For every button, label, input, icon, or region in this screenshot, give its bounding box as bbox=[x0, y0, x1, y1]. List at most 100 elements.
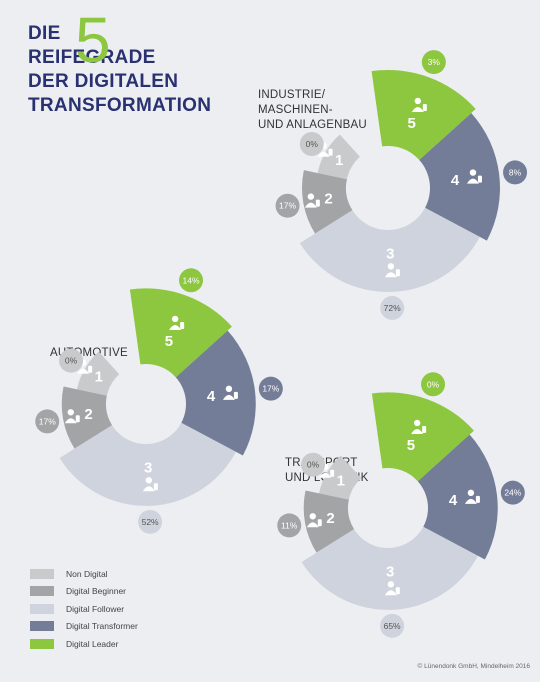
value-label-digital-leader: 0% bbox=[427, 379, 440, 389]
chart-1: 1 0% 2 17% 3 72% 4 8% 5 3% bbox=[275, 50, 528, 320]
value-bubble-digital-follower bbox=[380, 613, 405, 638]
value-bubble-non-digital bbox=[301, 452, 326, 477]
value-label-digital-follower: 65% bbox=[384, 621, 401, 631]
title-big-number: 5 bbox=[75, 4, 111, 76]
copyright: © Lünendonk GmbH, Mindelheim 2016 bbox=[417, 663, 530, 670]
legend: Non Digital Digital Beginner Digital Fol… bbox=[30, 565, 138, 653]
sector-label-line: UND ANLAGENBAU bbox=[258, 119, 367, 131]
legend-label: Digital Follower bbox=[66, 603, 125, 614]
person-icon bbox=[304, 193, 320, 208]
value-label-non-digital: 0% bbox=[307, 460, 320, 470]
value-label-digital-transformer: 17% bbox=[262, 384, 279, 394]
legend-label: Digital Leader bbox=[66, 638, 119, 649]
segment-digital-follower bbox=[299, 207, 480, 292]
level-number-1: 1 bbox=[335, 152, 343, 169]
value-bubble-digital-beginner bbox=[35, 409, 60, 434]
value-label-digital-beginner: 17% bbox=[39, 416, 56, 426]
value-bubble-non-digital bbox=[59, 348, 84, 373]
person-icon bbox=[64, 409, 80, 424]
person-icon bbox=[142, 477, 158, 492]
value-bubble-digital-transformer bbox=[258, 376, 283, 401]
level-number-5: 5 bbox=[407, 437, 415, 454]
person-icon bbox=[222, 385, 238, 400]
level-number-4: 4 bbox=[449, 492, 458, 509]
legend-swatch bbox=[30, 568, 54, 579]
sector-label-industrie: INDUSTRIE/ MASCHINEN- UND ANLAGENBAU bbox=[258, 88, 367, 133]
value-bubble-digital-beginner bbox=[275, 193, 300, 218]
value-bubble-digital-leader bbox=[179, 268, 204, 293]
legend-swatch bbox=[30, 621, 54, 632]
segment-digital-beginner bbox=[303, 490, 355, 553]
value-bubble-digital-follower bbox=[138, 509, 163, 534]
legend-item-digital-beginner: Digital Beginner bbox=[30, 583, 138, 601]
value-bubble-digital-leader bbox=[421, 372, 446, 397]
value-label-digital-follower: 72% bbox=[384, 303, 401, 313]
segment-digital-transformer bbox=[417, 434, 498, 560]
level-number-2: 2 bbox=[324, 190, 332, 207]
level-number-3: 3 bbox=[386, 245, 394, 262]
title-line-1: DIE bbox=[28, 23, 61, 44]
segment-digital-leader bbox=[371, 70, 476, 160]
legend-item-digital-leader: Digital Leader bbox=[30, 635, 138, 653]
sector-label-line: MASCHINEN- bbox=[258, 104, 333, 116]
value-label-digital-beginner: 17% bbox=[279, 201, 296, 211]
legend-swatch bbox=[30, 586, 54, 597]
sector-label-line: INDUSTRIE/ bbox=[258, 89, 326, 101]
person-icon bbox=[384, 263, 400, 278]
value-label-digital-beginner: 11% bbox=[281, 520, 298, 530]
legend-label: Digital Beginner bbox=[66, 586, 127, 597]
legend-item-non-digital: Non Digital bbox=[30, 565, 138, 583]
legend-swatch bbox=[30, 638, 54, 649]
level-number-5: 5 bbox=[408, 115, 416, 132]
person-icon bbox=[466, 169, 482, 184]
person-icon bbox=[464, 489, 480, 504]
title-line-3: DER DIGITALEN bbox=[28, 71, 179, 92]
level-number-2: 2 bbox=[84, 406, 92, 423]
value-label-digital-follower: 52% bbox=[142, 517, 159, 527]
segment-digital-beginner bbox=[61, 386, 113, 449]
segment-digital-transformer bbox=[175, 330, 256, 456]
level-number-2: 2 bbox=[326, 510, 334, 527]
value-bubble-digital-beginner bbox=[277, 513, 302, 538]
level-number-3: 3 bbox=[386, 563, 394, 580]
value-label-non-digital: 0% bbox=[65, 356, 78, 366]
level-number-3: 3 bbox=[144, 459, 152, 476]
segment-digital-leader bbox=[129, 288, 232, 378]
page-title: DIE 5 REIFEGRADE DER DIGITALEN TRANSFORM… bbox=[28, 8, 212, 118]
value-label-non-digital: 0% bbox=[306, 139, 319, 149]
level-number-1: 1 bbox=[337, 473, 345, 490]
legend-label: Digital Transformer bbox=[66, 621, 138, 632]
chart-2: 1 0% 2 17% 3 52% 4 17% 5 14% bbox=[35, 268, 283, 534]
segment-non-digital bbox=[76, 351, 120, 396]
person-icon bbox=[169, 315, 185, 330]
value-bubble-digital-transformer bbox=[500, 480, 525, 505]
legend-item-digital-transformer: Digital Transformer bbox=[30, 618, 138, 636]
value-label-digital-transformer: 8% bbox=[509, 167, 522, 177]
segment-digital-beginner bbox=[302, 170, 353, 234]
person-icon bbox=[411, 419, 427, 434]
segment-non-digital bbox=[317, 134, 360, 180]
legend-label: Non Digital bbox=[66, 568, 108, 579]
value-bubble-digital-leader bbox=[421, 50, 446, 75]
title-line-4: TRANSFORMATION bbox=[28, 95, 212, 116]
value-bubble-digital-follower bbox=[380, 295, 405, 320]
segment-digital-transformer bbox=[419, 113, 500, 241]
level-number-1: 1 bbox=[95, 369, 103, 386]
segment-non-digital bbox=[318, 455, 362, 500]
person-icon bbox=[384, 581, 400, 596]
value-label-digital-leader: 3% bbox=[428, 57, 441, 67]
segment-digital-follower bbox=[59, 422, 236, 506]
segment-digital-leader bbox=[371, 392, 474, 482]
level-number-5: 5 bbox=[165, 333, 173, 350]
level-number-4: 4 bbox=[451, 172, 460, 189]
legend-item-digital-follower: Digital Follower bbox=[30, 600, 138, 618]
person-icon bbox=[411, 97, 427, 112]
chart-3: 1 0% 2 11% 3 65% 4 24% 5 0% bbox=[277, 372, 525, 638]
title-line-2: REIFEGRADE bbox=[28, 47, 156, 68]
value-bubble-digital-transformer bbox=[503, 160, 528, 185]
legend-swatch bbox=[30, 603, 54, 614]
level-number-4: 4 bbox=[207, 388, 216, 405]
value-label-digital-transformer: 24% bbox=[504, 488, 521, 498]
segment-digital-follower bbox=[301, 526, 478, 610]
